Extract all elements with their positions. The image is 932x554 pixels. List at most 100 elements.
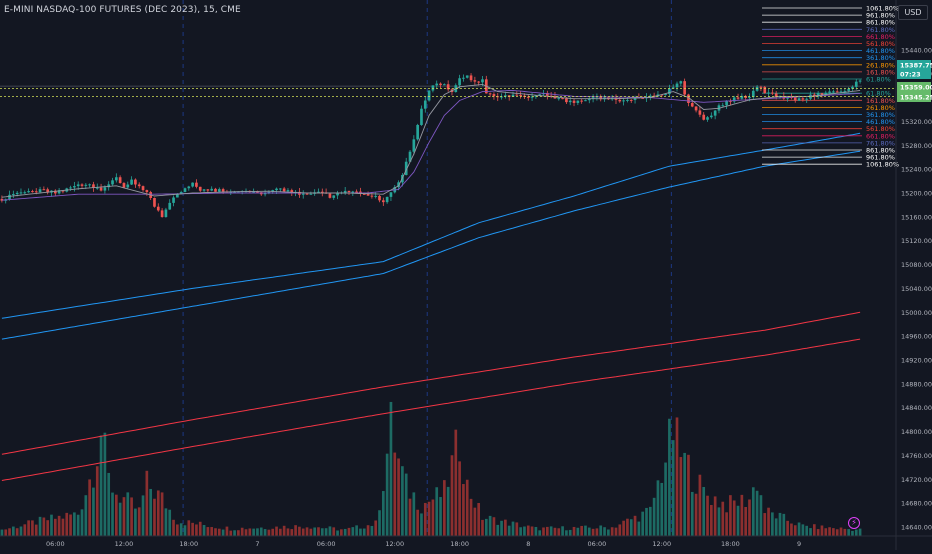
candle-body bbox=[385, 196, 389, 203]
volume-bar bbox=[542, 527, 545, 536]
volume-bar bbox=[149, 488, 152, 536]
candle-body bbox=[134, 179, 137, 185]
volume-bar bbox=[710, 504, 713, 536]
volume-bar bbox=[545, 526, 549, 536]
candle-body bbox=[347, 190, 351, 193]
volume-bar bbox=[420, 513, 423, 536]
volume-bar bbox=[8, 528, 11, 536]
volume-bar bbox=[843, 528, 847, 536]
volume-bar bbox=[771, 512, 774, 536]
price-label-box bbox=[897, 92, 931, 102]
ma-red-upper-line bbox=[1, 311, 861, 455]
candle-body bbox=[668, 88, 671, 95]
volume-bar bbox=[27, 520, 30, 536]
volume-bar bbox=[65, 512, 69, 536]
candle-body bbox=[504, 95, 507, 97]
volume-bar bbox=[801, 524, 805, 536]
candle-body bbox=[107, 184, 111, 188]
y-axis-tick-label: 15320.00 bbox=[901, 118, 932, 126]
volume-bar bbox=[347, 527, 351, 536]
volume-bar bbox=[786, 520, 789, 536]
volume-bar bbox=[328, 526, 332, 536]
volume-bar bbox=[549, 526, 553, 536]
candle-body bbox=[92, 184, 95, 188]
volume-bar bbox=[324, 528, 328, 536]
candle-body bbox=[565, 98, 568, 103]
candle-body bbox=[404, 161, 408, 175]
volume-bar bbox=[828, 527, 831, 536]
candle-body bbox=[57, 190, 61, 194]
candle-body bbox=[137, 184, 141, 187]
candle-body bbox=[626, 99, 629, 101]
candle-body bbox=[744, 95, 748, 98]
candle-body bbox=[584, 100, 587, 102]
volume-bar bbox=[210, 527, 214, 536]
volume-bar bbox=[538, 530, 542, 536]
candle-body bbox=[462, 77, 465, 79]
candle-body bbox=[729, 100, 732, 102]
volume-bar bbox=[633, 515, 637, 536]
volume-bar bbox=[660, 482, 664, 536]
volume-bar bbox=[76, 514, 80, 536]
volume-bar bbox=[797, 522, 801, 536]
volume-bar bbox=[435, 487, 439, 536]
volume-bar bbox=[176, 524, 179, 536]
volume-bar bbox=[755, 490, 759, 536]
candle-body bbox=[702, 114, 706, 120]
volume-bar bbox=[534, 526, 538, 536]
fib-level-label: 1061.80% bbox=[866, 161, 899, 169]
x-axis-tick-label: 18:00 bbox=[450, 540, 469, 548]
volume-bar bbox=[46, 520, 50, 536]
candle-body bbox=[435, 83, 439, 86]
candle-body bbox=[843, 90, 847, 92]
fib-level-label: 261.80% bbox=[866, 61, 895, 69]
volume-bar bbox=[568, 529, 572, 536]
candle-body bbox=[290, 190, 294, 193]
volume-bar bbox=[687, 454, 690, 536]
candle-body bbox=[839, 91, 843, 93]
x-axis-tick-label: 9 bbox=[797, 540, 801, 548]
x-axis-tick-label: 06:00 bbox=[317, 540, 336, 548]
currency-button[interactable]: USD bbox=[898, 5, 928, 20]
volume-bar bbox=[370, 525, 374, 536]
volume-bar bbox=[557, 528, 561, 536]
volume-bar bbox=[698, 474, 702, 536]
candle-body bbox=[416, 124, 419, 140]
fib-extension-levels: 1061.80%961.80%861.80%761.80%661.80%561.… bbox=[0, 5, 899, 169]
alert-icon[interactable]: ⚡ bbox=[848, 517, 860, 529]
volume-bar bbox=[263, 529, 267, 536]
candle-body bbox=[797, 98, 801, 101]
volume-bar bbox=[95, 466, 99, 536]
fib-level-label: 661.80% bbox=[866, 132, 895, 140]
candle-body bbox=[580, 100, 583, 102]
price-label-text: 15359.00 bbox=[900, 84, 932, 92]
volume-bar bbox=[141, 495, 145, 536]
candle-body bbox=[801, 98, 805, 100]
candles bbox=[0, 73, 862, 218]
candle-body bbox=[793, 97, 797, 101]
volume-bar bbox=[576, 527, 580, 536]
fib-level-label: 861.80% bbox=[866, 147, 895, 155]
volume-bar bbox=[107, 472, 111, 536]
x-axis-tick-label: 12:00 bbox=[115, 540, 134, 548]
volume-bar bbox=[805, 525, 809, 536]
volume-bar bbox=[309, 528, 313, 536]
volume-bar bbox=[122, 497, 126, 536]
volume-bar bbox=[34, 524, 38, 536]
volume-bar bbox=[610, 527, 614, 536]
volume-bar bbox=[690, 491, 694, 536]
volume-bar bbox=[618, 524, 622, 536]
volume-bar bbox=[790, 523, 793, 536]
candle-body bbox=[515, 94, 519, 96]
candle-body bbox=[15, 192, 19, 195]
volume-bar bbox=[61, 518, 65, 536]
volume-bar bbox=[484, 518, 488, 536]
volume-bar bbox=[305, 527, 309, 536]
volume-bar bbox=[401, 466, 404, 536]
candle-body bbox=[27, 191, 30, 193]
fib-level-label: 161.80% bbox=[866, 97, 895, 105]
volume-bar bbox=[587, 527, 591, 536]
volume-bar bbox=[694, 493, 698, 536]
